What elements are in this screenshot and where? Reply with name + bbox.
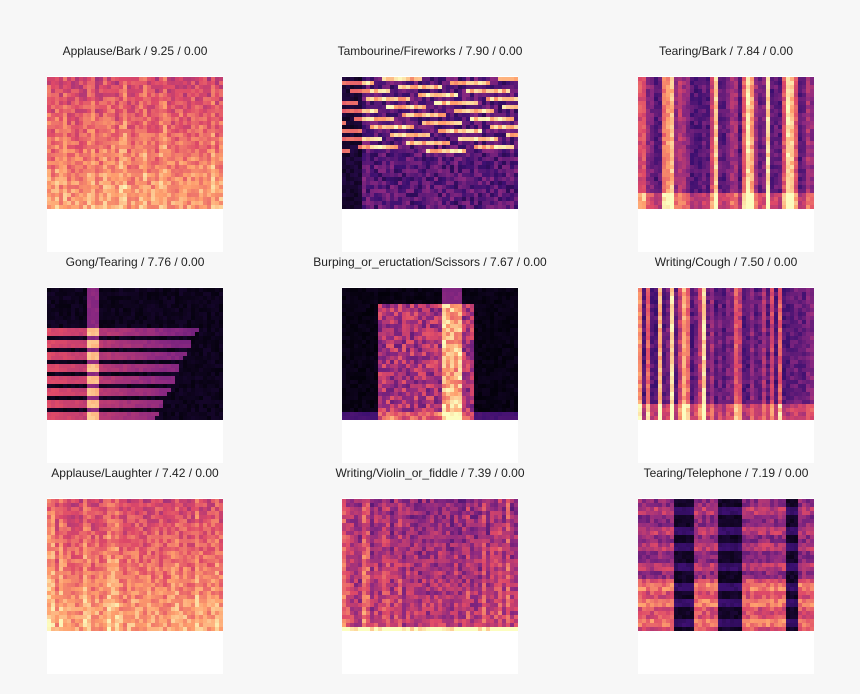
spectrogram-image bbox=[342, 77, 518, 209]
spectrogram-image bbox=[638, 77, 814, 209]
panel-title: Gong/Tearing / 7.76 / 0.00 bbox=[65, 255, 205, 269]
spectrogram-image bbox=[342, 499, 518, 631]
panel-title: Writing/Cough / 7.50 / 0.00 bbox=[654, 255, 798, 269]
panel-title: Writing/Violin_or_fiddle / 7.39 / 0.00 bbox=[335, 466, 525, 480]
spectrogram-image bbox=[342, 288, 518, 420]
panel-title: Tambourine/Fireworks / 7.90 / 0.00 bbox=[337, 44, 523, 58]
spectrogram-image bbox=[638, 499, 814, 631]
panel-title: Applause/Laughter / 7.42 / 0.00 bbox=[51, 466, 219, 480]
panel-title: Applause/Bark / 9.25 / 0.00 bbox=[62, 44, 208, 58]
spectrogram-image bbox=[638, 288, 814, 420]
panel-title: Tearing/Bark / 7.84 / 0.00 bbox=[658, 44, 794, 58]
panel-title: Burping_or_eructation/Scissors / 7.67 / … bbox=[313, 255, 547, 269]
spectrogram-image bbox=[47, 499, 223, 631]
spectrogram-image bbox=[47, 77, 223, 209]
spectrogram-image bbox=[47, 288, 223, 420]
panel-title: Tearing/Telephone / 7.19 / 0.00 bbox=[643, 466, 809, 480]
